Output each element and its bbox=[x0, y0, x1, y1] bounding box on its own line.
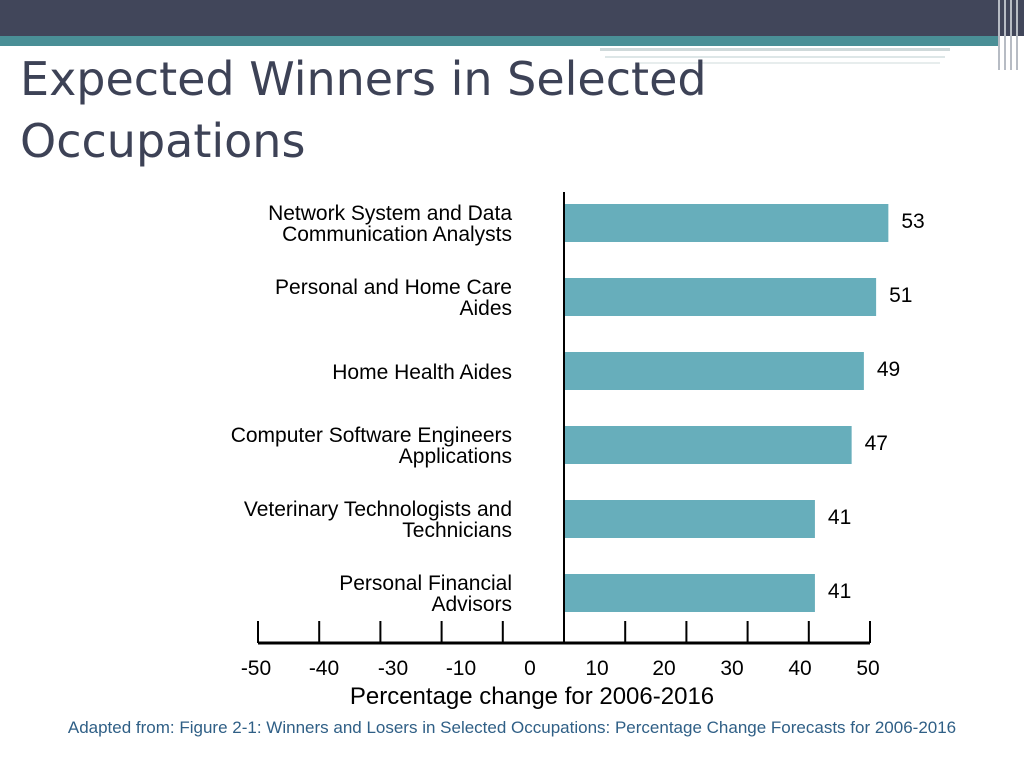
bar bbox=[564, 278, 877, 316]
category-label: Computer Software Engineers Applications bbox=[231, 424, 512, 468]
bar bbox=[564, 500, 815, 538]
value-label: 47 bbox=[865, 432, 888, 455]
bar bbox=[564, 352, 864, 390]
tick-label: 40 bbox=[788, 657, 811, 680]
bars-group bbox=[564, 204, 889, 612]
tick-label: 10 bbox=[585, 657, 608, 680]
tick-label: -30 bbox=[378, 657, 408, 680]
tick-label: -50 bbox=[241, 657, 271, 680]
value-label: 53 bbox=[901, 210, 924, 233]
bar-chart: Network System and Data Communication Ana… bbox=[231, 192, 925, 680]
value-label: 49 bbox=[877, 358, 900, 381]
category-labels: Network System and Data Communication Ana… bbox=[231, 202, 513, 616]
x-axis-title: Percentage change for 2006-2016 bbox=[349, 683, 715, 710]
tick-label: -10 bbox=[446, 657, 476, 680]
value-label: 51 bbox=[889, 284, 912, 307]
category-label: Home Health Aides bbox=[332, 361, 512, 384]
value-labels: 53 51 49 47 41 41 bbox=[828, 210, 925, 603]
bar bbox=[564, 426, 852, 464]
tick-label: 30 bbox=[720, 657, 743, 680]
tick-label: 0 bbox=[524, 657, 536, 680]
category-label: Network System and Data Communication Ana… bbox=[268, 202, 512, 246]
bar bbox=[564, 204, 889, 242]
decor-stripe bbox=[605, 56, 945, 58]
category-label: Veterinary Technologists and Technicians bbox=[244, 498, 512, 542]
tick-label: 20 bbox=[652, 657, 675, 680]
tick-label: -40 bbox=[309, 657, 339, 680]
bar bbox=[564, 574, 815, 612]
decor-lines bbox=[996, 0, 1024, 70]
decor-stripe bbox=[640, 62, 940, 64]
category-label: Personal and Home Care Aides bbox=[275, 276, 512, 320]
value-label: 41 bbox=[828, 580, 851, 603]
source-note: Adapted from: Figure 2-1: Winners and Lo… bbox=[67, 718, 957, 737]
category-label: Personal Financial Advisors bbox=[339, 572, 512, 616]
decor-stripe bbox=[600, 48, 950, 51]
accent-band bbox=[0, 36, 1000, 46]
tick-label: 50 bbox=[856, 657, 879, 680]
x-axis: -50 -40 -30 -10 0 10 20 30 40 50 bbox=[241, 192, 880, 680]
slide-title: Expected Winners in Selected Occupations bbox=[20, 52, 707, 168]
value-label: 41 bbox=[828, 506, 851, 529]
header-bar bbox=[0, 0, 1024, 36]
